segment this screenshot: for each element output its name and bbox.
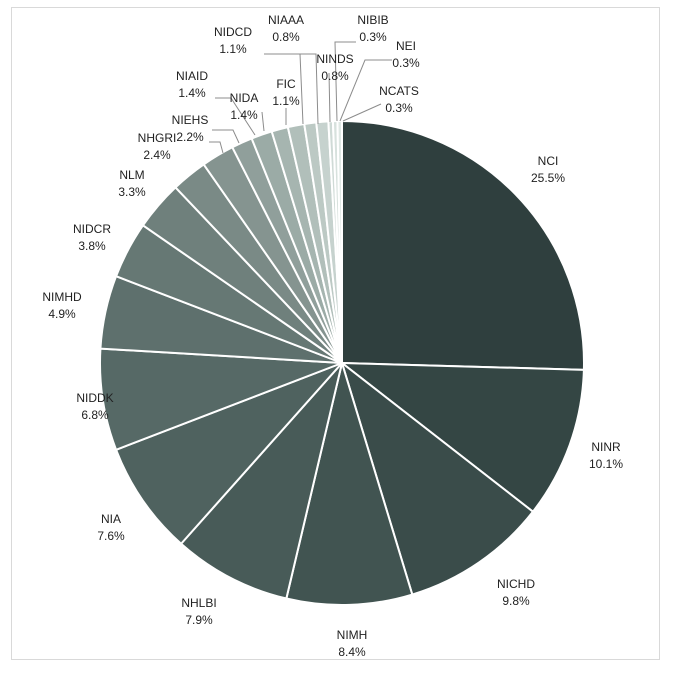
leader-line-ninds: [328, 72, 331, 123]
leader-line-nhgri: [209, 141, 224, 154]
slice-name: NIMHD: [42, 290, 82, 304]
leader-lines: [209, 41, 392, 154]
leader-line-niaaa: [300, 53, 319, 125]
slice-percent: 0.3%: [359, 30, 387, 44]
slice-label-nibib: NIBIB 0.3%: [357, 13, 388, 44]
leader-line-nida: [261, 111, 265, 132]
slice-label-niaid: NIAID 1.4%: [176, 69, 208, 100]
slice-percent: 2.2%: [176, 130, 204, 144]
slice-percent: 4.9%: [48, 307, 76, 321]
slice-labels: NCI 25.5% NINR 10.1% NICHD 9.8% NIMH 8.4% NHLBI 7…: [42, 13, 623, 659]
slice-name: NLM: [119, 168, 144, 182]
slice-label-nlm: NLM 3.3%: [118, 168, 146, 199]
slice-label-nidcr: NIDCR 3.8%: [73, 222, 111, 253]
leader-line-nibib: [334, 41, 356, 122]
slice-label-nimh: NIMH 8.4%: [337, 628, 368, 659]
slice-percent: 6.8%: [81, 408, 109, 422]
slice-label-nia: NIA 7.6%: [97, 512, 125, 543]
pie-slice-nia: [114, 362, 343, 546]
slice-name: NIAID: [176, 69, 208, 83]
slice-name: NIDCR: [73, 222, 111, 236]
slice-name: NIBIB: [357, 13, 388, 27]
pie-slices: [99, 119, 585, 606]
slice-name: FIC: [276, 77, 296, 91]
slice-name: NCI: [538, 154, 559, 168]
slice-percent: 1.1%: [219, 42, 247, 56]
slice-percent: 3.3%: [118, 185, 146, 199]
pie-slice-nichd: [340, 360, 535, 596]
slice-name: NINDS: [316, 52, 353, 66]
slice-label-nhlbi: NHLBI 7.9%: [181, 596, 216, 627]
slice-name: NIDCD: [214, 25, 252, 39]
slice-percent: 1.4%: [230, 108, 258, 122]
slice-label-nei: NEI 0.3%: [392, 39, 420, 70]
pie-slice-ncats: [336, 119, 343, 364]
slice-label-nci: NCI 25.5%: [531, 154, 565, 185]
slice-name: NHLBI: [181, 596, 216, 610]
pie-slice-nhlbi: [179, 362, 343, 600]
slice-label-ncats: NCATS 0.3%: [379, 84, 419, 115]
slice-percent: 7.6%: [97, 529, 125, 543]
slice-name: NIA: [101, 512, 121, 526]
chart-frame: [11, 7, 660, 660]
slice-label-niaaa: NIAAA 0.8%: [268, 13, 304, 44]
slice-name: NICHD: [497, 577, 535, 591]
slice-name: NIEHS: [172, 113, 209, 127]
slice-percent: 0.3%: [385, 101, 413, 115]
slice-name: NIDDK: [76, 391, 113, 405]
slice-label-nimhd: NIMHD 4.9%: [42, 290, 82, 321]
slice-percent: 7.9%: [185, 613, 213, 627]
slice-label-nhgri: NHGRI 2.4%: [138, 131, 177, 162]
slice-percent: 0.3%: [392, 56, 420, 70]
slice-name: NIDA: [230, 91, 259, 105]
pie-slice-nimh: [285, 359, 414, 606]
slice-label-niehs: NIEHS 2.2%: [172, 113, 209, 144]
leader-line-ncats: [342, 103, 382, 122]
slice-percent: 10.1%: [589, 457, 623, 471]
leader-line-niaid: [215, 97, 256, 136]
slice-percent: 1.1%: [272, 94, 300, 108]
slice-percent: 1.4%: [178, 86, 206, 100]
slice-name: NHGRI: [138, 131, 177, 145]
slice-name: NIAAA: [268, 13, 304, 27]
slice-label-fic: FIC 1.1%: [272, 77, 300, 108]
slice-percent: 8.4%: [338, 645, 366, 659]
slice-percent: 3.8%: [78, 239, 106, 253]
slice-name: NCATS: [379, 84, 419, 98]
pie-slice-nci: [341, 119, 585, 371]
pie-slice-ninr: [338, 361, 585, 514]
slice-percent: 0.8%: [321, 69, 349, 83]
slice-name: NIMH: [337, 628, 368, 642]
slice-percent: 2.4%: [143, 148, 171, 162]
slice-label-nidcd: NIDCD 1.1%: [214, 25, 252, 56]
slice-name: NEI: [396, 39, 416, 53]
slice-percent: 25.5%: [531, 171, 565, 185]
leader-line-nei: [339, 59, 392, 122]
slice-label-nichd: NICHD 9.8%: [497, 577, 535, 608]
slice-label-ninr: NINR 10.1%: [589, 440, 623, 471]
leader-line-niehs: [212, 129, 240, 144]
slice-label-nida: NIDA 1.4%: [230, 91, 259, 122]
slice-name: NINR: [591, 440, 621, 454]
slice-label-ninds: NINDS 0.8%: [316, 52, 353, 83]
slice-percent: 9.8%: [502, 594, 530, 608]
slice-label-niddk: NIDDK 6.8%: [76, 391, 113, 422]
slice-percent: 0.8%: [272, 30, 300, 44]
